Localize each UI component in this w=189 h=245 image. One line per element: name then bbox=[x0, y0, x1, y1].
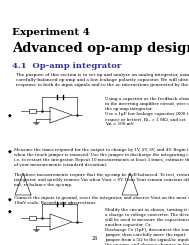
Text: 26: 26 bbox=[91, 236, 98, 241]
Text: ◆: ◆ bbox=[8, 208, 12, 213]
Text: $C_x$: $C_x$ bbox=[67, 200, 73, 208]
Text: Measure the times required for the output to change by 1V, 2V, 3V, and 4V. Begin: Measure the times required for the outpu… bbox=[14, 148, 189, 187]
Text: The purpose of this section is to set up and analyze an analog integrator, using: The purpose of this section is to set up… bbox=[16, 73, 189, 87]
Text: ◆: ◆ bbox=[8, 148, 12, 153]
Text: ◆: ◆ bbox=[8, 112, 12, 117]
Text: Connect the inputs to ground, reset the integrator, and observe Vout on the most: Connect the inputs to ground, reset the … bbox=[14, 196, 189, 205]
Text: Modify the circuit as shown, turning it into
a charge to voltage converter. The : Modify the circuit as shown, turning it … bbox=[105, 208, 189, 245]
Text: ◆: ◆ bbox=[8, 196, 12, 201]
Bar bbox=[29, 109, 36, 113]
Text: 4.1  Op-amp integrator: 4.1 Op-amp integrator bbox=[12, 62, 121, 70]
Text: Experiment 4: Experiment 4 bbox=[12, 28, 90, 37]
Bar bbox=[29, 216, 36, 220]
Text: Using a capacitor as the feedback element
in the inverting amplifier circuit, wi: Using a capacitor as the feedback elemen… bbox=[105, 97, 189, 126]
Text: Advanced op-amp designs: Advanced op-amp designs bbox=[12, 42, 189, 55]
